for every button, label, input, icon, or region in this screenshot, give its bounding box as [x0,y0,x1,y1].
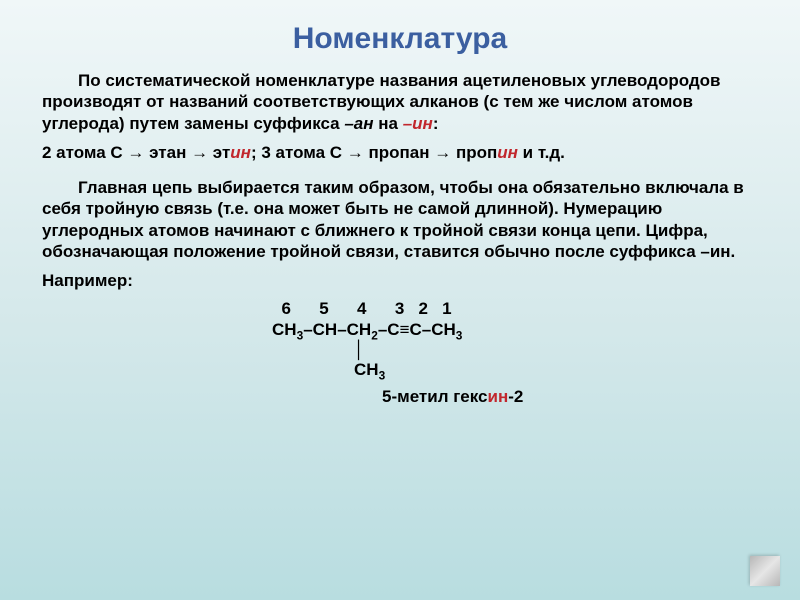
ex-sep: ; 3 атома С → пропан → проп [251,143,497,162]
formula-block: 6 5 4 3 2 1 CH3–CH–CH2–C≡C–CH3 │ CH3 [272,299,758,381]
f-chain-mid: –CH–CH [303,320,371,339]
carbon-indices: 6 5 4 3 2 1 [272,299,758,319]
f-sub-3d: 3 [379,369,386,383]
page-curl-icon [750,556,780,586]
paragraph-intro: По систематической номенклатуре названия… [42,70,758,134]
ex-ethyne-in: ин [230,143,251,162]
formula-substituent: CH3 [354,360,758,380]
suffix-in: –ин [403,114,433,133]
f-ch3-sub: CH [354,360,379,379]
f-sub-2: 2 [371,328,378,342]
ex-ethyne-a: 2 атома С → этан → эт [42,143,230,162]
suffix-an: –ан [344,114,373,133]
example-label: Например: [42,270,758,291]
name-in: ин [488,387,509,406]
compound-name: 5-метил гексин-2 [382,387,758,407]
example-line: 2 атома С → этан → этин; 3 атома С → про… [42,142,758,163]
formula-row: CH3–CH–CH2–C≡C–CH3 [272,320,758,340]
ex-propyne-in: ин [497,143,518,162]
intro-na: на [374,114,403,133]
f-triple: –C≡C–CH [378,320,456,339]
slide-title: Номенклатура [42,22,758,56]
intro-colon: : [433,114,439,133]
f-sub-3c: 3 [456,328,463,342]
name-prefix: 5-метил гекс [382,387,488,406]
paragraph-rules: Главная цепь выбирается таким образом, ч… [42,177,758,262]
f-ch3-1: CH [272,320,297,339]
ex-etc: и т.д. [518,143,565,162]
name-suffix: -2 [508,387,523,406]
formula-bond: │ [354,340,758,360]
